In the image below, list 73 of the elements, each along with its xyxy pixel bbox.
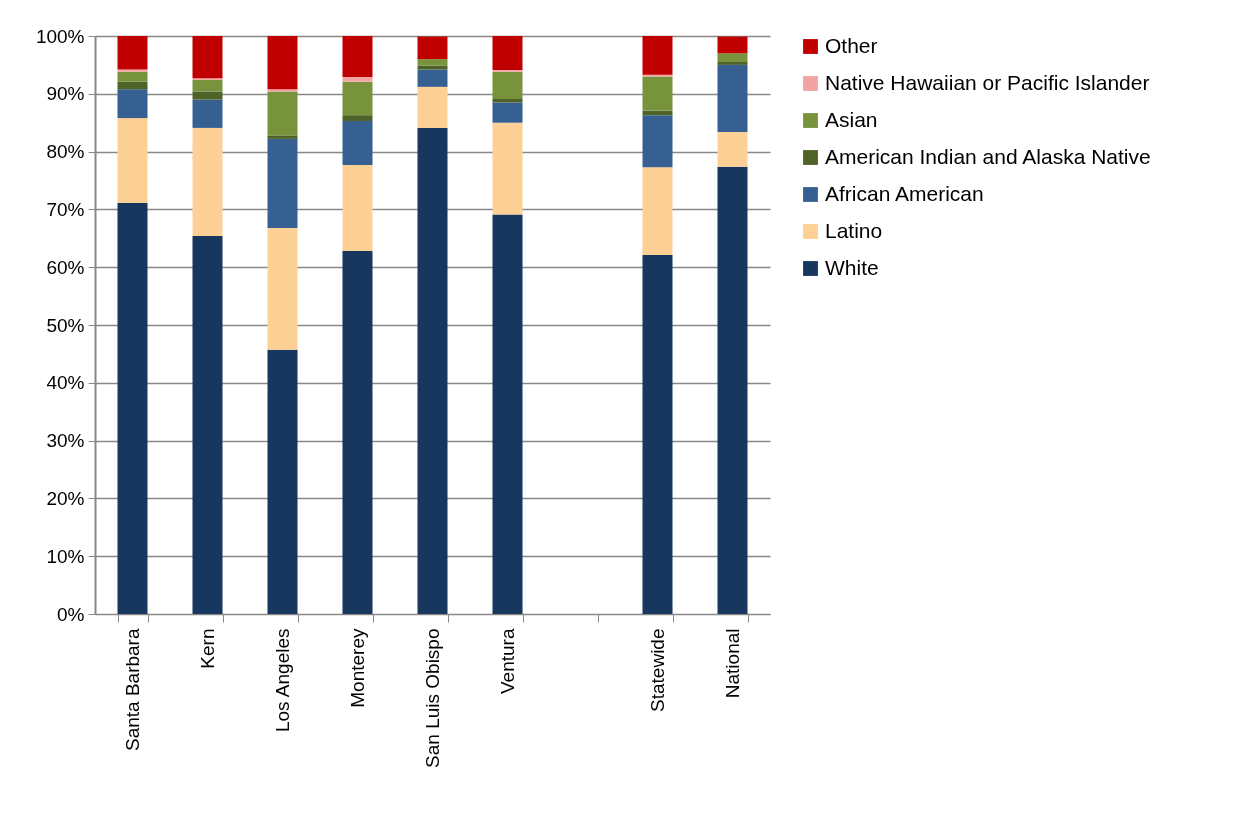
bar <box>717 131 748 167</box>
bar <box>492 36 523 71</box>
x-tick-label: Santa Barbara <box>122 628 143 752</box>
bar <box>642 255 673 614</box>
bar <box>117 81 148 90</box>
bar <box>267 135 298 139</box>
bar <box>267 91 298 136</box>
bar <box>717 64 748 132</box>
y-tick-label: 60% <box>46 256 85 278</box>
bar <box>642 115 673 168</box>
bar <box>492 71 523 99</box>
x-tick-label: Ventura <box>497 628 518 694</box>
bar <box>717 53 748 63</box>
bar <box>342 120 373 165</box>
bar <box>192 79 223 92</box>
bar <box>267 227 298 350</box>
bar <box>417 36 448 60</box>
y-tick-label: 10% <box>46 545 85 567</box>
bar <box>417 86 448 128</box>
bar <box>117 203 148 614</box>
legend-label: White <box>825 255 879 279</box>
bar <box>342 36 373 78</box>
y-tick-label: 0% <box>57 603 85 625</box>
y-tick-label: 20% <box>46 487 85 509</box>
y-tick-label: 90% <box>46 83 85 105</box>
bar <box>492 214 523 614</box>
y-tick-label: 30% <box>46 430 85 452</box>
bar <box>342 77 373 82</box>
bar <box>192 36 223 79</box>
bar <box>267 349 298 614</box>
bar <box>117 89 148 119</box>
legend-label: Asian <box>825 107 878 131</box>
legend-label: Latino <box>825 218 883 242</box>
x-tick-label: Kern <box>197 628 218 669</box>
x-tick-label: Los Angeles <box>272 628 293 733</box>
bar <box>342 115 373 121</box>
y-tick-label: 40% <box>46 372 85 394</box>
bar <box>417 127 448 614</box>
bar <box>342 81 373 116</box>
bar <box>342 251 373 614</box>
bar <box>717 166 748 614</box>
bar <box>192 235 223 614</box>
x-tick-label: Monterey <box>347 628 368 708</box>
x-tick-label: San Luis Obispo <box>422 628 443 768</box>
bar <box>192 127 223 236</box>
bar <box>717 62 748 65</box>
y-tick-label: 100% <box>35 25 85 47</box>
x-tick-label: National <box>722 628 743 699</box>
legend-label: African American <box>825 181 984 205</box>
y-tick-label: 70% <box>46 198 85 220</box>
bar <box>717 36 748 54</box>
legend-label: American Indian and Alaska Native <box>825 144 1151 168</box>
bar <box>192 99 223 128</box>
bar <box>492 122 523 215</box>
bar <box>117 118 148 204</box>
bar <box>417 65 448 70</box>
bar <box>117 36 148 70</box>
bar <box>642 167 673 256</box>
bar <box>642 76 673 111</box>
bar <box>342 164 373 252</box>
y-tick-label: 50% <box>46 314 85 336</box>
bar <box>117 71 148 82</box>
bar <box>267 36 298 90</box>
legend-label: Other <box>825 33 878 57</box>
legend-label: Native Hawaiian or Pacific Islander <box>825 70 1150 94</box>
y-tick-label: 80% <box>46 141 85 163</box>
bar <box>492 102 523 123</box>
x-tick-label: Statewide <box>647 628 668 712</box>
bar <box>417 59 448 66</box>
bar <box>417 69 448 87</box>
bar <box>192 91 223 100</box>
bar <box>267 138 298 228</box>
bar <box>642 36 673 75</box>
